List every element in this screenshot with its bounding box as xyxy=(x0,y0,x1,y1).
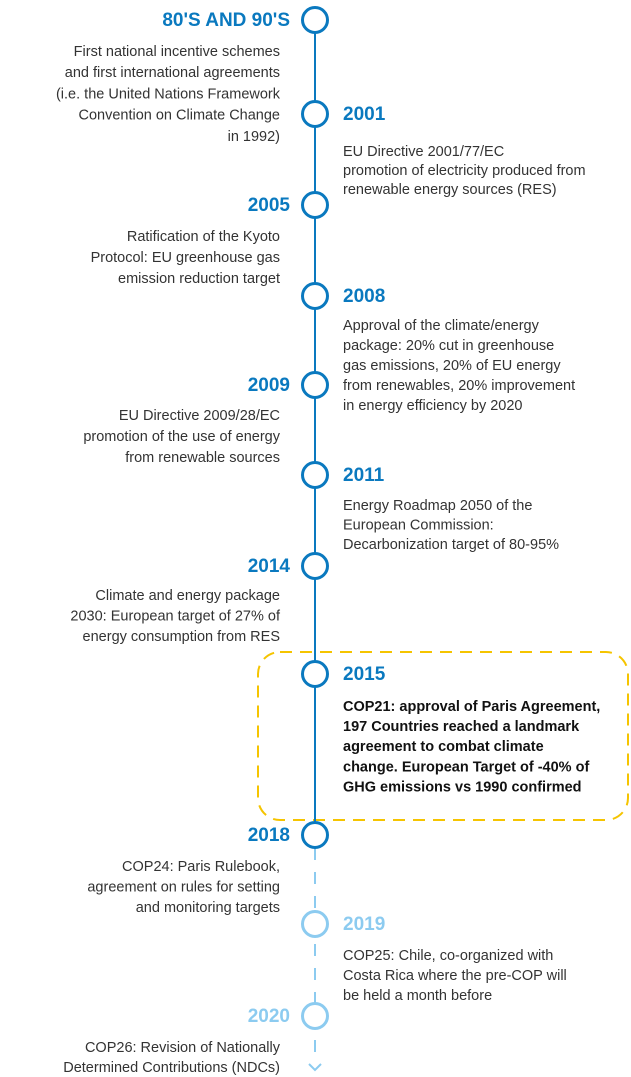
timeline-node xyxy=(301,282,329,310)
timeline-node xyxy=(301,1002,329,1030)
event-year: 80'S AND 90'S xyxy=(162,10,290,31)
event-description: 197 Countries reached a landmark xyxy=(343,719,580,735)
event-year: 2015 xyxy=(343,664,386,685)
event-description: (i.e. the United Nations Framework xyxy=(56,86,281,102)
event-description: agreement on rules for setting xyxy=(87,879,280,895)
timeline-node xyxy=(301,910,329,938)
event-description: EU Directive 2001/77/EC xyxy=(343,144,504,160)
timeline-node xyxy=(301,821,329,849)
event-description: COP24: Paris Rulebook, xyxy=(122,859,280,875)
event-description: emission reduction target xyxy=(118,271,280,287)
event-description: Decarbonization target of 80-95% xyxy=(343,537,559,553)
event-year: 2008 xyxy=(343,286,385,307)
event-description: COP26: Revision of Nationally xyxy=(85,1040,281,1056)
event-description: package: 20% cut in greenhouse xyxy=(343,338,554,354)
event-description: COP21: approval of Paris Agreement, xyxy=(343,699,600,715)
highlight-box xyxy=(257,651,629,821)
event-description: be held a month before xyxy=(343,988,492,1004)
timeline-node xyxy=(301,100,329,128)
event-description: 2030: European target of 27% of xyxy=(70,608,281,624)
event-description: European Commission: xyxy=(343,517,494,533)
event-description: Determined Contributions (NDCs) xyxy=(63,1060,280,1076)
event-description: promotion of electricity produced from xyxy=(343,163,586,179)
event-description: Convention on Climate Change xyxy=(78,108,280,124)
event-description: in energy efficiency by 2020 xyxy=(343,398,523,414)
event-year: 2011 xyxy=(343,465,385,486)
event-description: GHG emissions vs 1990 confirmed xyxy=(343,780,582,796)
event-description: COP25: Chile, co-organized with xyxy=(343,948,553,964)
event-description: gas emissions, 20% of EU energy xyxy=(343,358,561,374)
event-description: promotion of the use of energy xyxy=(83,429,280,445)
event-year: 2020 xyxy=(248,1006,290,1027)
timeline-node xyxy=(301,191,329,219)
event-description: change. European Target of -40% of xyxy=(343,759,589,775)
event-description: and first international agreements xyxy=(65,65,280,81)
event-description: from renewables, 20% improvement xyxy=(343,378,575,394)
event-year: 2001 xyxy=(343,104,386,125)
event-description: Costa Rica where the pre-COP will xyxy=(343,968,567,984)
timeline-node xyxy=(301,461,329,489)
arrow-head xyxy=(308,1063,322,1072)
event-description: Energy Roadmap 2050 of the xyxy=(343,498,532,514)
event-year: 2019 xyxy=(343,914,385,935)
event-year: 2009 xyxy=(248,375,290,396)
event-description: First national incentive schemes xyxy=(74,44,280,60)
timeline-node xyxy=(301,6,329,34)
event-description: energy consumption from RES xyxy=(83,629,280,645)
event-description: and monitoring targets xyxy=(136,900,280,916)
event-description: agreement to combat climate xyxy=(343,739,544,755)
event-description: in 1992) xyxy=(228,129,280,145)
event-year: 2014 xyxy=(248,556,291,577)
event-description: EU Directive 2009/28/EC xyxy=(119,408,280,424)
event-description: Climate and energy package xyxy=(95,588,280,604)
timeline-node xyxy=(301,371,329,399)
event-description: Ratification of the Kyoto xyxy=(127,229,280,245)
event-description: Protocol: EU greenhouse gas xyxy=(91,250,280,266)
timeline-node xyxy=(301,660,329,688)
timeline-node xyxy=(301,552,329,580)
event-description: renewable energy sources (RES) xyxy=(343,182,557,198)
event-year: 2005 xyxy=(248,195,291,216)
event-description: from renewable sources xyxy=(125,450,280,466)
event-year: 2018 xyxy=(248,825,290,846)
event-description: Approval of the climate/energy xyxy=(343,318,540,334)
